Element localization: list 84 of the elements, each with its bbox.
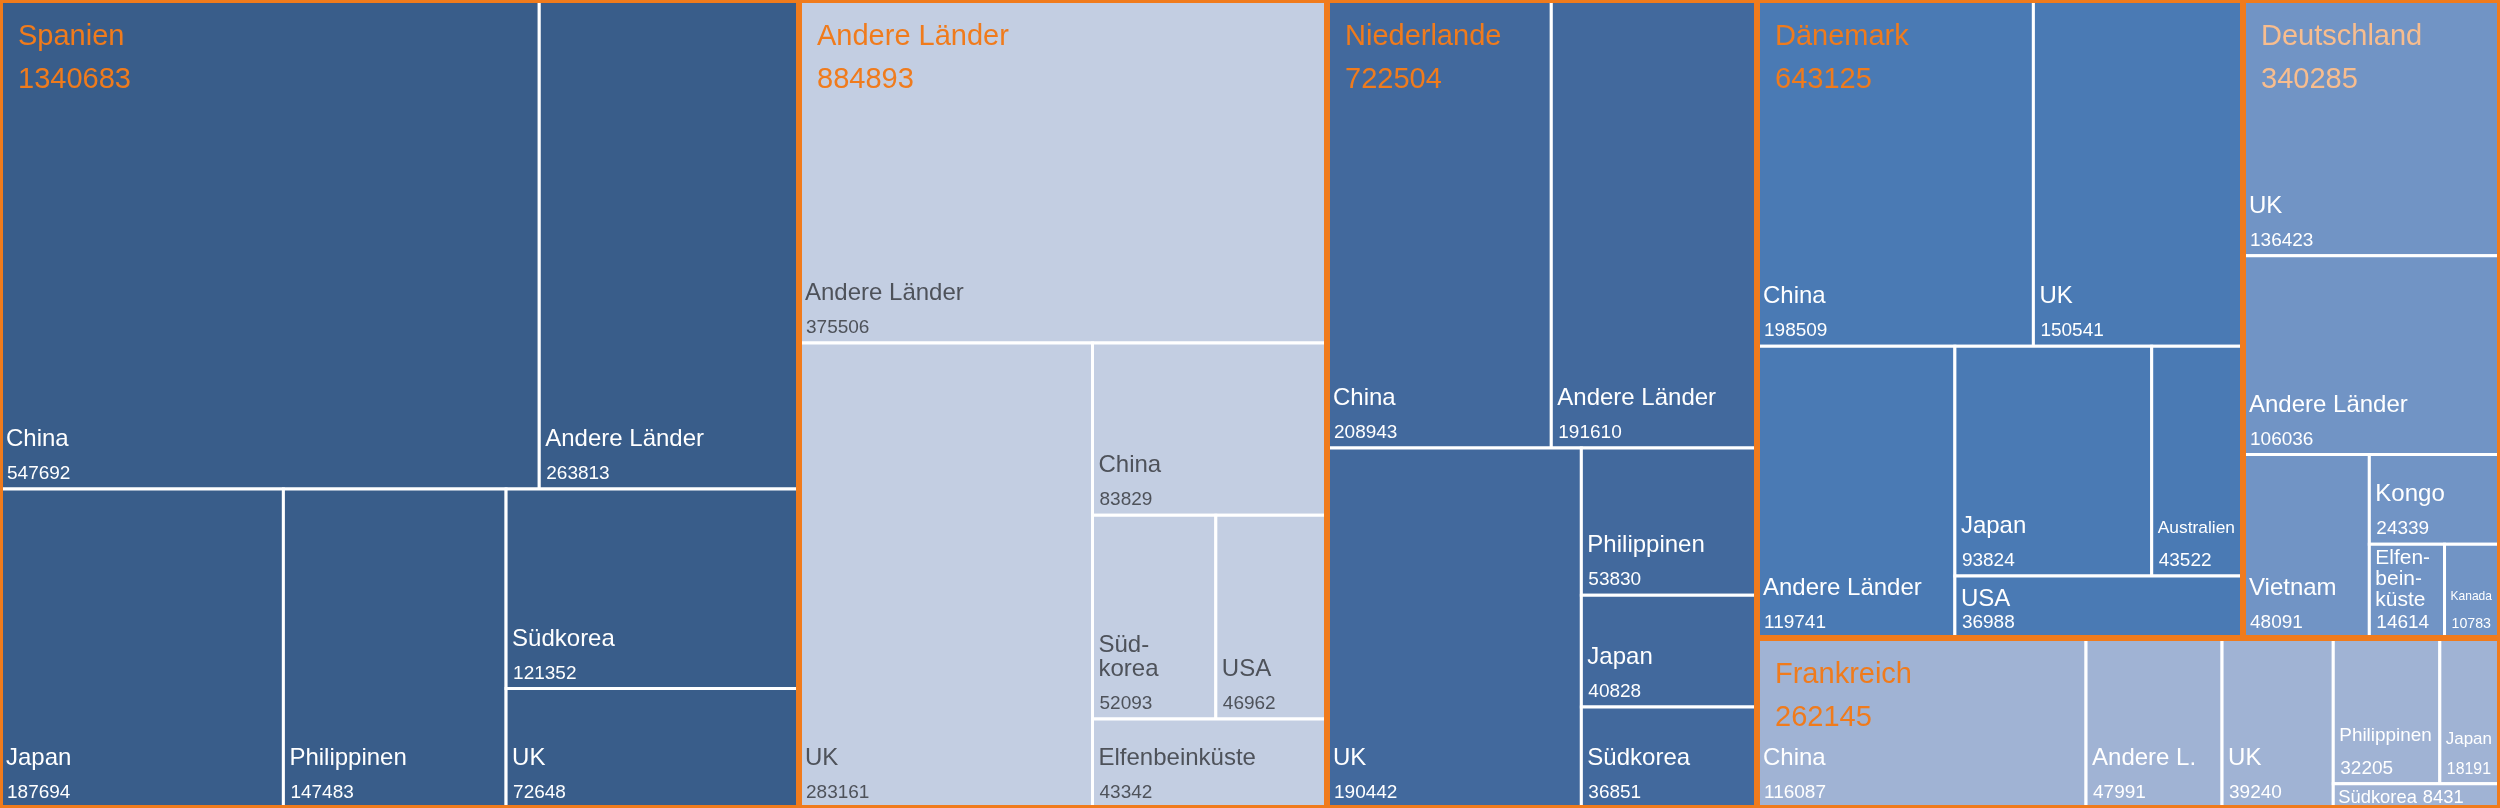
category-label: Elfenbeinküste (1098, 743, 1256, 770)
category-label: UK (2039, 281, 2073, 309)
category-label: Philippinen (2339, 723, 2432, 745)
data-label: 52093 (1099, 691, 1153, 713)
category-label: Südkorea (2338, 786, 2418, 807)
data-label: 48091 (2250, 611, 2303, 632)
data-label: 32205 (2340, 756, 2394, 778)
data-label: 150541 (2040, 319, 2104, 341)
data-label: 136423 (2250, 228, 2314, 250)
data-label: 198509 (1764, 319, 1828, 341)
text: Frankreich (1775, 657, 1912, 689)
data-label: 83829 (1099, 488, 1153, 510)
category-label: Andere Länder (2249, 389, 2408, 417)
data-label: 106036 (2250, 427, 2314, 449)
category-label: Japan (1960, 511, 2027, 539)
data-label: 147483 (290, 781, 354, 802)
data-label: 375506 (806, 315, 870, 337)
category-label: Kongo (2375, 479, 2445, 507)
text: Spanien (18, 19, 125, 51)
data-label: 190442 (1334, 781, 1398, 802)
category-label: USA (1960, 584, 2011, 611)
data-label: 46962 (1222, 691, 1276, 713)
category-label: Südkorea (1587, 743, 1691, 770)
data-label: 53830 (1588, 568, 1642, 590)
category-label: China (1763, 281, 1827, 309)
category-label: Philippinen (1587, 530, 1705, 558)
data-label: 283161 (806, 781, 870, 802)
text: 884893 (817, 62, 914, 94)
category-label: China (1333, 382, 1397, 410)
data-label: 116087 (1764, 781, 1826, 802)
data-label: 24339 (2376, 517, 2430, 539)
data-label: 187694 (7, 781, 71, 802)
text: 643125 (1775, 62, 1872, 94)
category-label: Kanada (2450, 588, 2493, 603)
category-label: China (6, 424, 70, 452)
text: Dänemark (1775, 19, 1910, 51)
data-label: 43522 (2158, 549, 2212, 571)
text: Deutschland (2261, 19, 2423, 51)
category-label: Japan (6, 743, 72, 770)
data-label: 36988 (1961, 611, 2015, 632)
data-label: 93824 (1961, 549, 2016, 571)
text: 340285 (2261, 62, 2358, 94)
data-label: 14614 (2376, 611, 2430, 632)
data-label: 119741 (1764, 611, 1826, 632)
category-label: China (1098, 450, 1162, 478)
category-label: UK (1333, 743, 1367, 770)
text: 1340683 (18, 62, 131, 94)
data-label: 208943 (1334, 420, 1398, 442)
category-label: Südkorea (512, 623, 616, 651)
category-label: UK (2228, 743, 2262, 770)
data-label: 43342 (1099, 781, 1153, 802)
category-label: Andere Länder (805, 277, 964, 305)
data-label: 36851 (1588, 781, 1642, 802)
category-label: USA (1221, 653, 1272, 681)
text: 262145 (1775, 700, 1872, 732)
category-label: UK (805, 743, 839, 770)
data-label: 191610 (1558, 420, 1622, 442)
category-label: UK (512, 743, 546, 770)
data-label: 8431 (2422, 786, 2464, 807)
category-label: Andere Länder (545, 424, 705, 452)
category-label: UK (2249, 190, 2283, 218)
category-label: Elfen-bein-küste (2375, 545, 2431, 610)
category-label: Japan (1587, 642, 1653, 670)
data-label: 18191 (2446, 759, 2492, 777)
category-label: Andere Länder (1763, 573, 1922, 600)
category-label: China (1763, 743, 1827, 770)
category-label: Vietnam (2249, 573, 2337, 600)
data-label: 121352 (513, 661, 577, 683)
data-label: 39240 (2229, 781, 2282, 802)
text: Andere Länder (817, 19, 1010, 51)
category-label: Andere Länder (1557, 382, 1717, 410)
category-label: Philippinen (289, 743, 407, 770)
category-label: Australien (2157, 517, 2235, 538)
text: 722504 (1345, 62, 1442, 94)
category-label: Japan (2445, 728, 2492, 748)
data-label: 263813 (546, 462, 610, 484)
data-label: 72648 (513, 781, 566, 802)
category-label: Süd-korea (1098, 629, 1160, 681)
data-label: 547692 (7, 462, 71, 484)
text: Niederlande (1345, 19, 1502, 51)
data-label: 10783 (2451, 615, 2492, 631)
category-label: Andere L. (2092, 743, 2197, 770)
data-label: 47991 (2093, 781, 2146, 802)
data-label: 40828 (1588, 680, 1642, 702)
